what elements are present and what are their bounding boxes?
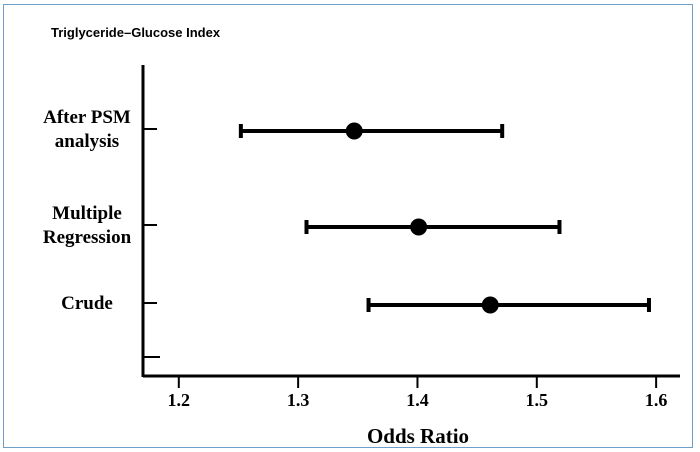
category-label: Regression (43, 227, 132, 248)
chart-frame: Triglyceride–Glucose Index After PSM anal… (3, 4, 693, 448)
category-label: Crude (61, 293, 113, 314)
forest-plot: Triglyceride–Glucose Index After PSM anal… (43, 25, 680, 448)
x-tick-label: 1.3 (287, 390, 310, 410)
category-labels: After PSM analysis Multiple Regression Crude (43, 107, 157, 314)
estimates (238, 122, 651, 314)
x-tick-label: 1.6 (645, 390, 668, 410)
x-tick-label: 1.5 (526, 390, 549, 410)
category-label: analysis (55, 131, 119, 152)
category-label: Multiple (52, 203, 122, 224)
odds-ratio-point (345, 122, 363, 140)
category-label: After PSM (43, 107, 131, 128)
x-tick-label: 1.2 (168, 390, 191, 410)
odds-ratio-point (410, 218, 428, 236)
chart-title: Triglyceride–Glucose Index (51, 25, 221, 40)
x-tick-label: 1.4 (406, 390, 429, 410)
x-axis-label: Odds Ratio (367, 424, 469, 448)
x-axis-ticks: 1.2 1.3 1.4 1.5 1.6 (168, 376, 668, 410)
odds-ratio-point (481, 296, 499, 314)
